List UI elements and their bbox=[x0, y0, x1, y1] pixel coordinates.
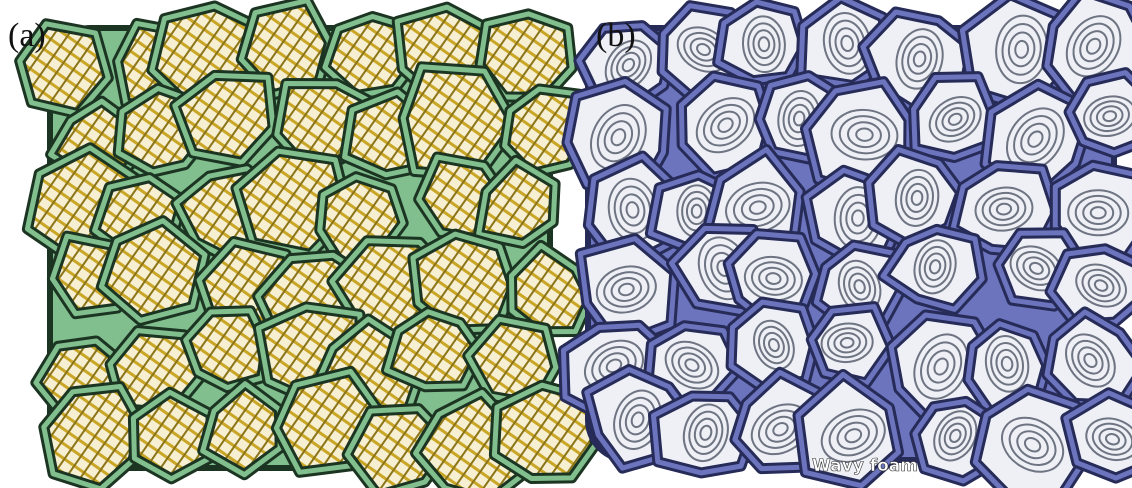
figure: (a) (b) Wavy foam bbox=[0, 0, 1132, 488]
caption: Wavy foam bbox=[812, 456, 918, 476]
panel-label: (a) bbox=[8, 17, 46, 54]
page: (a) (b) Wavy foam (() => { const data = … bbox=[0, 0, 1132, 488]
panel-label: (b) bbox=[596, 17, 636, 54]
panel-a bbox=[20, 1, 596, 488]
panel-b bbox=[564, 0, 1132, 488]
